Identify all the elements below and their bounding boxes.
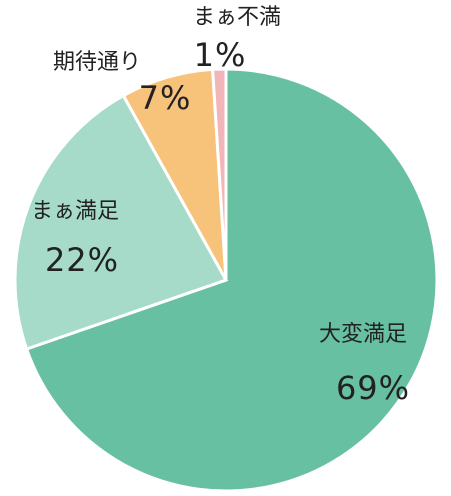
slice-name: 期待通り [53,50,141,75]
pie-slice [13,93,229,351]
pie-slice [24,67,439,493]
slice-name: まぁ満足 [31,199,119,224]
slice-value-label: 22% [45,241,119,279]
slice-name: 大変満足 [319,322,407,347]
slice-value-label: 7% [139,79,192,117]
slice-value-label: 69% [336,369,410,407]
slice-value-label: 1% [194,36,247,74]
slice-name: まぁ不満 [193,5,281,30]
pie-slice [211,67,228,281]
